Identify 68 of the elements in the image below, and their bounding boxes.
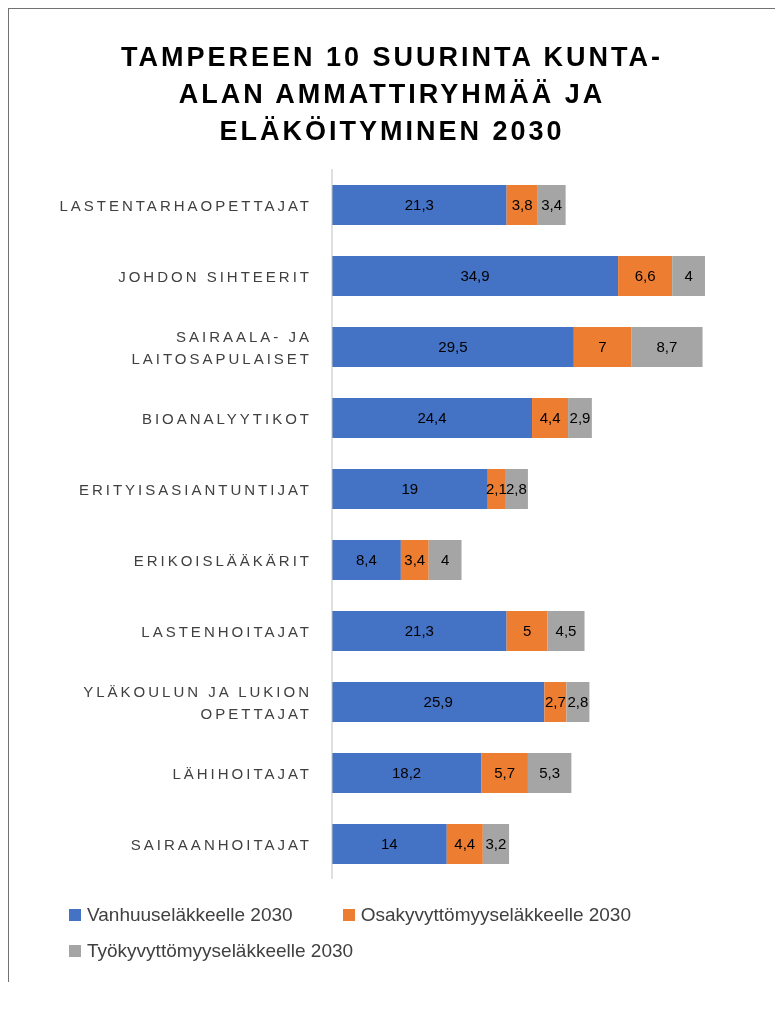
data-label: 3,8	[511, 196, 533, 214]
bar	[544, 682, 567, 722]
bar	[332, 256, 619, 296]
bar	[618, 256, 673, 296]
data-label: 8,4	[356, 551, 377, 569]
data-label: 19	[401, 480, 419, 498]
data-label: 2,7	[544, 693, 566, 711]
bar	[332, 540, 401, 580]
data-label: 4,5	[555, 622, 577, 640]
bar	[332, 611, 507, 651]
bar	[332, 824, 447, 864]
y-tick-label: BIOANALYYTIKOT	[141, 409, 312, 426]
data-label: 18,2	[392, 764, 422, 782]
data-label: 29,5	[438, 338, 468, 356]
y-tick-label: ERIKOISLÄÄKÄRIT	[133, 551, 312, 568]
y-tick-label: JOHDON SIHTEERIT	[118, 267, 312, 284]
data-label: 5	[522, 622, 532, 640]
bar	[332, 753, 482, 793]
data-label: 21,3	[404, 622, 434, 640]
bar	[506, 611, 548, 651]
y-tick-label: YLÄKOULUN JA LUKION OPETTAJAT	[83, 682, 312, 721]
bar	[332, 682, 545, 722]
bar	[672, 256, 705, 296]
data-label: 4	[684, 267, 693, 285]
bar	[573, 327, 632, 367]
bar	[332, 469, 488, 509]
bar	[428, 540, 462, 580]
legend-label: Vanhuuseläkkeelle 2030	[87, 904, 293, 926]
data-label: 14	[381, 835, 398, 853]
data-label: 3,4	[404, 551, 426, 569]
y-tick-label: LÄHIHOITAJAT	[172, 764, 312, 781]
bar	[532, 398, 569, 438]
chart-title: TAMPEREEN 10 SUURINTA KUNTA-ALAN AMMATTIRYHMÄÄ JA ELÄKÖITYMINEN 2030	[120, 41, 664, 148]
data-label: 4	[440, 551, 450, 569]
data-label: 25,9	[423, 693, 453, 711]
y-tick-label: SAIRAANHOITAJAT	[130, 835, 312, 852]
data-label: 2,9	[569, 409, 591, 427]
bar	[332, 327, 574, 367]
data-label: 4,4	[454, 835, 476, 853]
y-tick-label: LASTENHOITAJAT	[141, 622, 312, 639]
bar	[400, 540, 429, 580]
data-label: 24,4	[417, 409, 447, 427]
data-label: 7	[598, 338, 607, 356]
bar	[446, 824, 483, 864]
bar	[537, 185, 566, 225]
data-label: 2,8	[506, 480, 527, 498]
bar	[506, 185, 538, 225]
bar	[527, 753, 572, 793]
bar	[481, 753, 528, 793]
data-label: 34,9	[460, 267, 490, 285]
data-label: 8,7	[656, 338, 678, 356]
data-label: 5,3	[539, 764, 561, 782]
data-label: 21,3	[404, 196, 434, 214]
data-label: 2,8	[567, 693, 589, 711]
data-label: 4,4	[539, 409, 561, 427]
y-tick-label: LASTENTARHAOPETTAJAT	[59, 196, 312, 213]
bar	[631, 327, 703, 367]
data-label: 3,2	[485, 835, 507, 853]
legend-label: Työkyvyttömyyseläkkeelle 2030	[87, 940, 354, 962]
data-label: 5,7	[494, 764, 515, 782]
bar	[332, 185, 507, 225]
data-label: 3,4	[541, 196, 563, 214]
bar	[332, 398, 533, 438]
bar	[547, 611, 585, 651]
y-tick-label: ERITYISASIANTUNTIJAT	[78, 480, 312, 497]
y-tick-label: SAIRAALA- JA LAITOSAPULAISET	[131, 327, 312, 366]
data-label: 6,6	[634, 267, 656, 285]
legend-label: Osakyvyttömyyseläkkeelle 2030	[360, 904, 631, 926]
